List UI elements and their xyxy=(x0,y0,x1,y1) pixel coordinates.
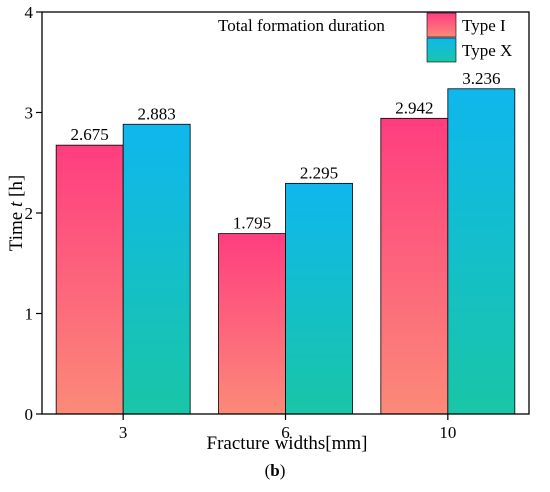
y-axis-label: Time t [h] xyxy=(6,175,27,251)
data-label: 2.675 xyxy=(71,125,109,144)
legend: Total formation duration Type I Type X xyxy=(218,12,512,63)
y-tick-label: 1 xyxy=(25,305,34,324)
y-tick-label: 0 xyxy=(25,405,34,424)
figure-caption: (b) xyxy=(265,461,286,480)
legend-label-type-i: Type I xyxy=(462,16,506,35)
x-axis-label: Fracture widths[mm] xyxy=(207,433,368,454)
bar-type-i-3 xyxy=(55,144,124,415)
x-axis: 3 6 10 xyxy=(119,414,456,442)
y-tick-label: 3 xyxy=(25,104,34,123)
data-labels-layer: 2.675 2.883 1.795 2.295 2.942 3.236 xyxy=(71,69,501,233)
y-tick-label: 4 xyxy=(25,3,34,22)
data-label: 2.883 xyxy=(138,104,176,123)
bar-type-x-10 xyxy=(447,88,516,415)
legend-swatch-type-i xyxy=(426,12,457,38)
bar-type-i-10 xyxy=(380,117,449,415)
data-label: 1.795 xyxy=(233,214,271,233)
legend-swatch-type-x xyxy=(426,37,457,63)
bar-type-x-6 xyxy=(285,182,353,415)
data-label: 3.236 xyxy=(462,69,500,88)
data-label: 2.295 xyxy=(300,163,338,182)
bar-type-i-6 xyxy=(218,233,286,415)
y-axis: 0 1 2 3 4 xyxy=(25,3,42,424)
x-tick-label: 3 xyxy=(119,423,128,442)
bars-layer xyxy=(55,88,516,415)
x-tick-label: 10 xyxy=(439,423,456,442)
data-label: 2.942 xyxy=(395,98,433,117)
y-tick-label: 2 xyxy=(25,204,34,223)
legend-title: Total formation duration xyxy=(218,16,385,35)
legend-label-type-x: Type X xyxy=(462,41,512,60)
bar-type-x-3 xyxy=(122,123,191,415)
x-tick-label: 6 xyxy=(281,423,290,442)
